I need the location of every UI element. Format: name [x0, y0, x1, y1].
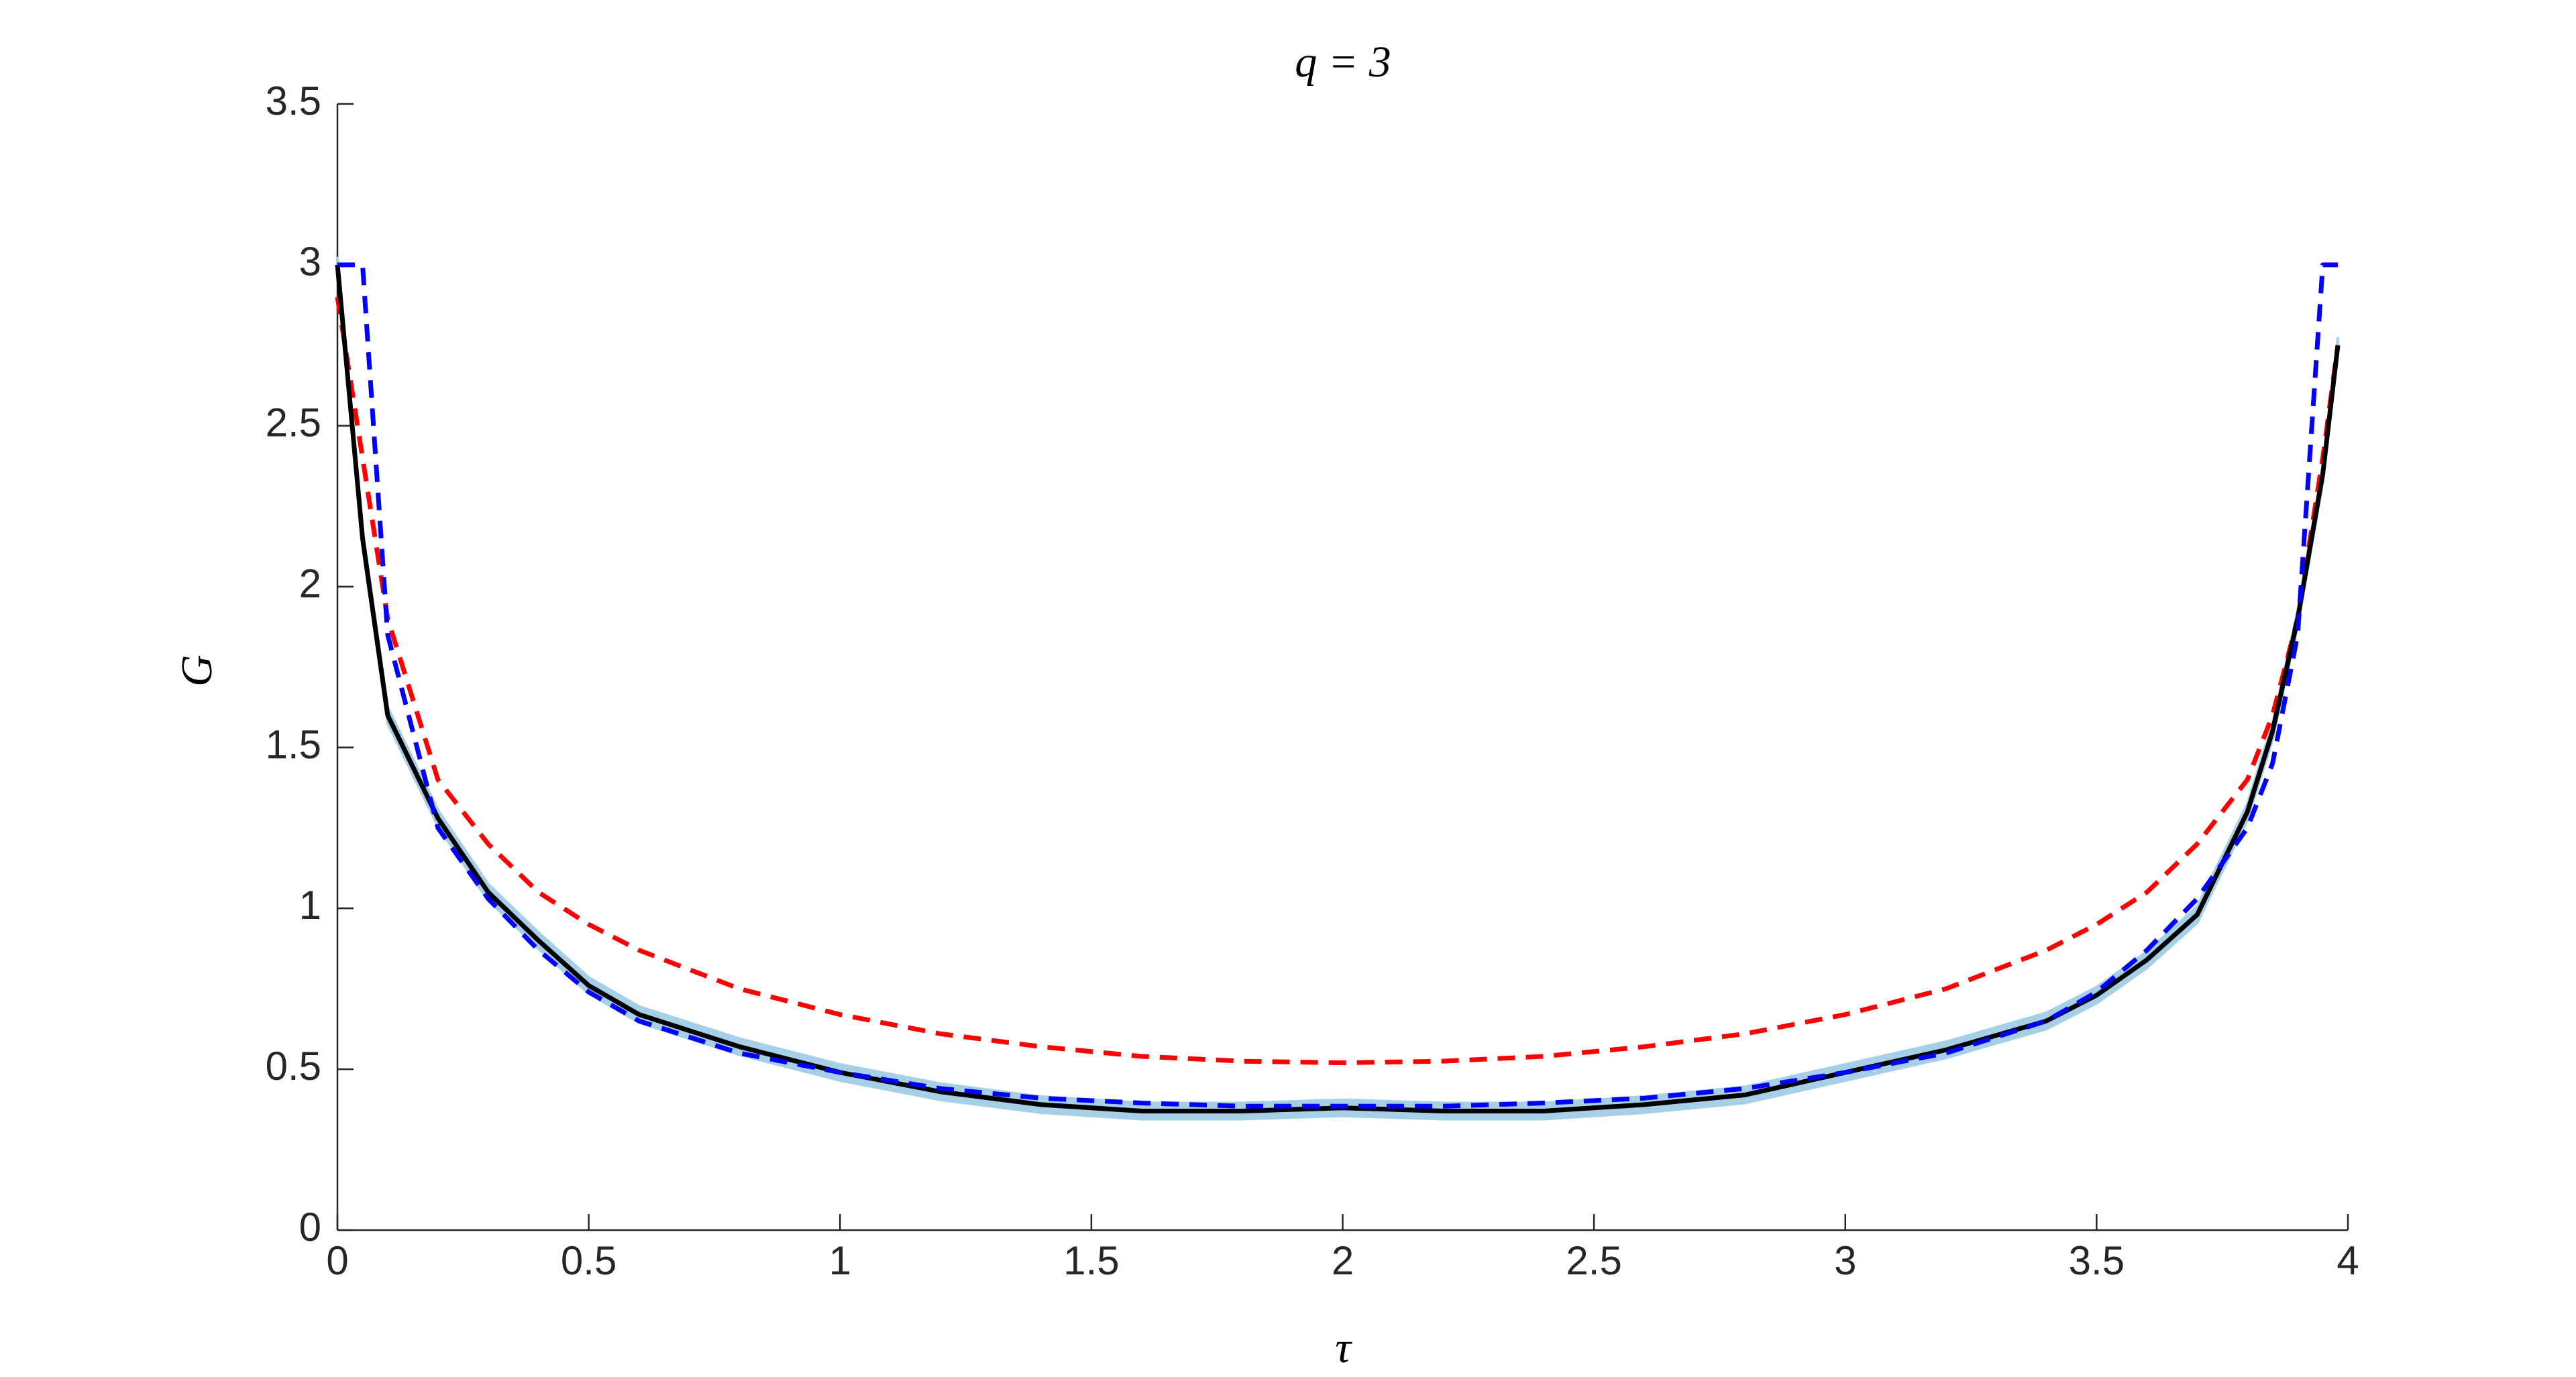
x-tick-label: 2 — [1332, 1238, 1354, 1283]
x-tick-label: 3.5 — [2069, 1238, 2125, 1283]
y-tick-label: 0 — [299, 1205, 321, 1250]
x-tick-label: 0 — [326, 1238, 348, 1283]
x-tick-label: 3 — [1834, 1238, 1856, 1283]
y-tick-label: 2 — [299, 561, 321, 606]
x-tick-label: 1 — [829, 1238, 851, 1283]
y-tick-label: 1 — [299, 883, 321, 928]
x-tick-label: 4 — [2337, 1238, 2359, 1283]
error-band — [336, 256, 2340, 1121]
y-axis-label: G — [172, 655, 221, 687]
series-line — [337, 262, 2339, 1109]
series-line — [335, 296, 2341, 1066]
x-tick-label: 2.5 — [1566, 1238, 1621, 1283]
series-line — [335, 264, 2341, 1114]
x-axis-label: τ — [1335, 1323, 1352, 1372]
x-tick-label: 1.5 — [1063, 1238, 1119, 1283]
y-tick-label: 3 — [299, 239, 321, 284]
y-tick-label: 3.5 — [266, 78, 321, 123]
y-tick-label: 2.5 — [266, 400, 321, 445]
x-tick-label: 0.5 — [561, 1238, 616, 1283]
y-tick-label: 1.5 — [266, 722, 321, 767]
y-tick-label: 0.5 — [266, 1044, 321, 1089]
chart-title: q = 3 — [1295, 38, 1391, 87]
